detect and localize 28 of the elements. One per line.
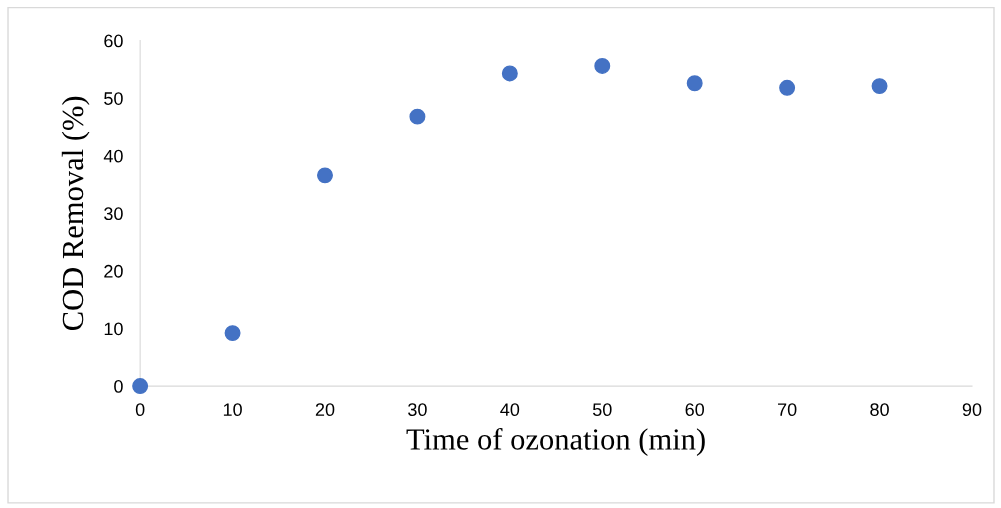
point — [409, 108, 426, 125]
x-tick-label: 70 — [778, 403, 797, 417]
x-tick-label: 20 — [315, 403, 335, 417]
point — [686, 75, 703, 92]
x-tick-label: 10 — [223, 403, 242, 417]
x-axis-title: Time of ozonation (min) — [406, 427, 705, 456]
point — [594, 57, 611, 74]
x-tick-label: 0 — [135, 403, 145, 417]
x-tick-label: 80 — [870, 403, 889, 417]
point — [871, 78, 888, 95]
x-tick-label: 90 — [962, 403, 982, 417]
point — [317, 167, 333, 184]
x-tick-label: 30 — [408, 403, 427, 417]
y-tick-label: 20 — [104, 264, 123, 278]
y-tick-label: 60 — [104, 34, 123, 48]
point — [501, 65, 518, 82]
y-tick-label: 50 — [104, 92, 123, 105]
y-tick-label: 40 — [103, 149, 123, 163]
x-tick-label: 40 — [500, 403, 520, 417]
y-axis-title: COD Removal (%) — [61, 96, 90, 331]
y-tick-label: 10 — [104, 322, 123, 336]
point — [779, 79, 796, 96]
y-tick-label: 0 — [114, 380, 123, 393]
point — [224, 325, 241, 342]
point — [132, 378, 149, 395]
y-tick-label: 30 — [104, 207, 123, 221]
x-tick-label: 60 — [685, 403, 705, 417]
x-tick-label: 50 — [592, 403, 612, 417]
